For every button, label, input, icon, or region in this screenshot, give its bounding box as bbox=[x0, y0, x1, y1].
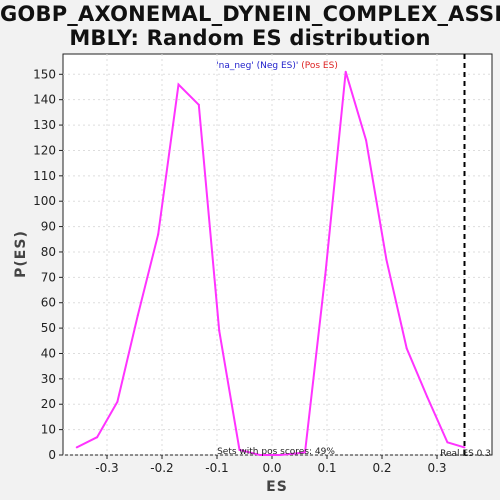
series-point bbox=[96, 436, 99, 439]
grid-lines bbox=[63, 54, 492, 456]
y-tick-label: 60 bbox=[41, 296, 56, 310]
series-point bbox=[177, 83, 180, 86]
series-point bbox=[385, 258, 388, 261]
series-line bbox=[76, 71, 465, 456]
chart-title-line1: GOBP_AXONEMAL_DYNEIN_COMPLEX_ASSE bbox=[0, 2, 500, 26]
series-group bbox=[75, 70, 466, 456]
series-point bbox=[405, 347, 408, 350]
chart-title-line2: MBLY: Random ES distribution bbox=[69, 26, 431, 50]
y-tick-label: 90 bbox=[41, 220, 56, 234]
y-tick-label: 0 bbox=[48, 448, 56, 462]
series-point bbox=[157, 233, 160, 236]
legend-neg-label: 'na_neg' (Neg ES)' bbox=[216, 61, 298, 71]
chart-title: GOBP_AXONEMAL_DYNEIN_COMPLEX_ASSE MBLY: … bbox=[0, 2, 500, 50]
y-tick-label: 140 bbox=[33, 93, 56, 107]
series-point bbox=[324, 273, 327, 276]
y-axis-label: P(ES) bbox=[13, 230, 29, 278]
y-tick-label: 150 bbox=[33, 67, 56, 81]
y-tick-label: 40 bbox=[41, 346, 56, 360]
x-tick-label: -0.1 bbox=[205, 461, 228, 475]
series-point bbox=[136, 314, 139, 317]
plot-area bbox=[62, 53, 493, 456]
y-tick-label: 30 bbox=[41, 372, 56, 386]
x-tick-label: 0.0 bbox=[262, 461, 281, 475]
y-axis-ticks: 0 10 20 30 40 50 60 70 80 90 100 110 120 130 140 150 bbox=[33, 67, 63, 462]
series-point bbox=[116, 400, 119, 403]
series-point bbox=[446, 441, 449, 444]
series-point bbox=[258, 454, 261, 456]
series-point bbox=[218, 329, 221, 332]
series-point bbox=[426, 395, 429, 398]
series-point bbox=[197, 103, 200, 106]
legend: 'na_neg' (Neg ES)' (Pos ES) bbox=[216, 61, 338, 71]
real-es-annotation: Real ES 0.3 bbox=[440, 449, 491, 459]
x-tick-label: -0.3 bbox=[95, 461, 118, 475]
y-tick-label: 80 bbox=[41, 245, 56, 259]
x-axis-ticks: -0.3 -0.2 -0.1 0.0 0.1 0.2 0.3 bbox=[95, 455, 447, 475]
y-tick-label: 100 bbox=[33, 194, 56, 208]
y-tick-label: 50 bbox=[41, 321, 56, 335]
x-tick-label: 0.2 bbox=[372, 461, 391, 475]
series-point bbox=[304, 451, 306, 454]
y-tick-label: 70 bbox=[41, 270, 56, 284]
series-point bbox=[463, 446, 466, 449]
pos-scores-annotation: Sets with pos scores: 49% bbox=[217, 447, 335, 457]
y-tick-label: 20 bbox=[41, 397, 56, 411]
x-tick-label: -0.2 bbox=[150, 461, 173, 475]
legend-pos-label: (Pos ES) bbox=[298, 61, 337, 71]
series-point bbox=[279, 454, 282, 456]
y-tick-label: 10 bbox=[41, 423, 56, 437]
y-tick-label: 110 bbox=[33, 169, 56, 183]
series-point bbox=[365, 139, 368, 142]
y-tick-label: 130 bbox=[33, 118, 56, 132]
series-point bbox=[344, 70, 347, 73]
x-tick-label: 0.1 bbox=[317, 461, 336, 475]
x-axis-label: ES bbox=[266, 479, 288, 495]
x-tick-label: 0.3 bbox=[427, 461, 446, 475]
y-tick-label: 120 bbox=[33, 143, 56, 157]
series-point bbox=[75, 446, 78, 449]
series-point bbox=[238, 448, 241, 451]
